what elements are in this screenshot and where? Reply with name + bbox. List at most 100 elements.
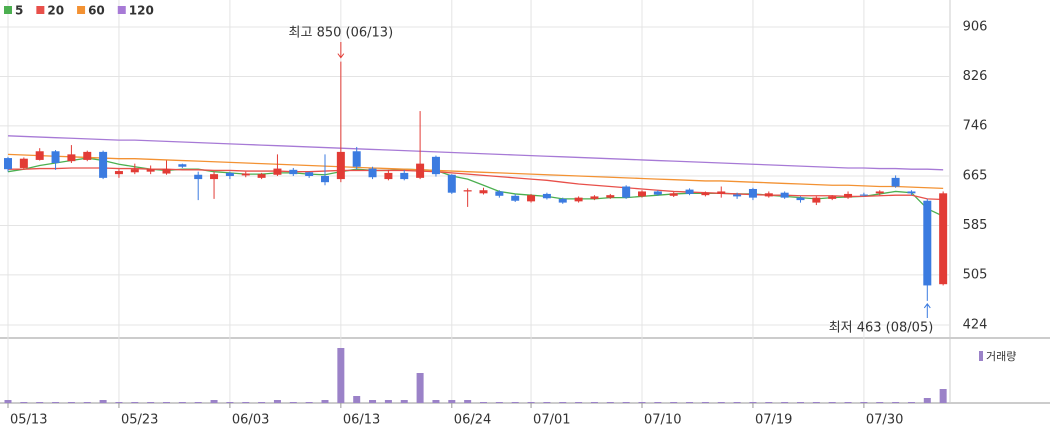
candle-body <box>717 191 726 194</box>
volume-bar <box>4 400 12 403</box>
x-tick-label: 05/23 <box>121 413 158 428</box>
candle-body <box>51 151 60 164</box>
candle-body <box>225 172 234 176</box>
candle-body <box>416 163 425 178</box>
volume-bar <box>559 402 567 403</box>
candle-body <box>875 191 884 194</box>
x-tick-label: 06/03 <box>232 413 269 428</box>
candle-body <box>463 190 472 192</box>
volume-bar <box>923 398 931 403</box>
legend-swatch <box>117 6 126 14</box>
x-tick-label: 06/13 <box>343 413 380 428</box>
candle-body <box>431 156 440 175</box>
candle-body <box>622 186 631 198</box>
volume-bar <box>210 400 218 403</box>
y-tick-label: 585 <box>963 218 988 233</box>
volume-bar <box>321 400 329 403</box>
candle-body <box>241 173 250 176</box>
y-tick-label: 505 <box>963 267 988 282</box>
candle-body <box>828 196 837 199</box>
candle-body <box>685 189 694 194</box>
volume-bar <box>194 402 202 403</box>
candle-body <box>939 193 948 285</box>
candle-body <box>178 164 187 167</box>
candle-body <box>114 171 123 175</box>
candle-body <box>99 151 108 178</box>
x-tick-label: 07/10 <box>644 413 681 428</box>
volume-bar <box>384 400 392 403</box>
low-arrow <box>923 303 931 318</box>
legend-label: 5 <box>15 4 23 18</box>
candle-body <box>19 158 28 168</box>
candle-body <box>194 174 203 180</box>
volume-bar <box>892 402 900 403</box>
legend-swatch <box>77 6 86 14</box>
volume-bar <box>781 402 789 403</box>
volume-bar <box>115 402 123 403</box>
ma-line <box>7 135 944 171</box>
volume-bar <box>337 348 345 403</box>
y-tick-label: 665 <box>963 169 988 184</box>
volume-bar <box>876 402 884 403</box>
volume-bar <box>638 402 646 403</box>
volume-bar <box>36 402 44 403</box>
x-tick-label: 07/19 <box>755 413 792 428</box>
candle-body <box>83 151 92 160</box>
y-tick-label: 826 <box>963 69 988 84</box>
volume-bar <box>622 402 630 403</box>
volume-bar <box>147 402 155 403</box>
volume-bar <box>400 400 408 403</box>
candle-body <box>527 195 536 202</box>
legend-swatch <box>979 351 983 361</box>
candle-body <box>479 190 488 194</box>
volume-bar <box>844 402 852 403</box>
x-tick-label: 07/30 <box>866 413 903 428</box>
candle-body <box>289 169 298 175</box>
candle-body <box>257 174 266 178</box>
candle-body <box>305 172 314 176</box>
volume-bar <box>670 402 678 403</box>
x-tick-label: 05/13 <box>10 413 47 428</box>
candle-body <box>35 151 44 160</box>
volume-bar <box>480 402 487 403</box>
volume-bar <box>242 402 250 403</box>
volume-bar <box>686 402 694 403</box>
candle-body <box>558 198 567 203</box>
volume-bar <box>527 402 535 403</box>
volume-bar <box>432 400 440 403</box>
volume-bar <box>273 400 281 403</box>
volume-bar <box>701 402 709 403</box>
candle-body <box>733 194 742 197</box>
volume-bar <box>749 402 757 403</box>
volume-bar <box>416 373 424 403</box>
volume-bar <box>369 400 377 403</box>
x-tick-label: 07/01 <box>533 413 570 428</box>
candle-body <box>701 192 710 196</box>
ma-line <box>7 153 944 190</box>
volume-bar <box>353 396 361 403</box>
volume-bar <box>226 402 234 403</box>
volume-bar <box>52 402 60 403</box>
candle-body <box>844 193 853 198</box>
volume-bar <box>83 402 91 403</box>
volume-bar <box>163 402 170 403</box>
volume-bar <box>828 402 836 403</box>
legend-label: 60 <box>88 4 105 18</box>
candle-body <box>891 177 900 187</box>
candle-body <box>859 194 868 196</box>
volume-bar <box>717 402 725 403</box>
candle-body <box>923 200 932 286</box>
volume-bar <box>590 402 598 403</box>
legend-label: 20 <box>47 4 64 18</box>
candle-body <box>748 188 757 198</box>
candle-body <box>273 168 282 175</box>
volume-bar <box>305 402 313 403</box>
candle-body <box>67 154 76 162</box>
candle-body <box>384 172 393 180</box>
high-annotation: 최고 850 (06/13) <box>289 26 394 41</box>
candle-body <box>130 169 139 173</box>
volume-bar <box>606 402 614 403</box>
candle-body <box>321 176 329 183</box>
volume-bar <box>860 402 868 403</box>
